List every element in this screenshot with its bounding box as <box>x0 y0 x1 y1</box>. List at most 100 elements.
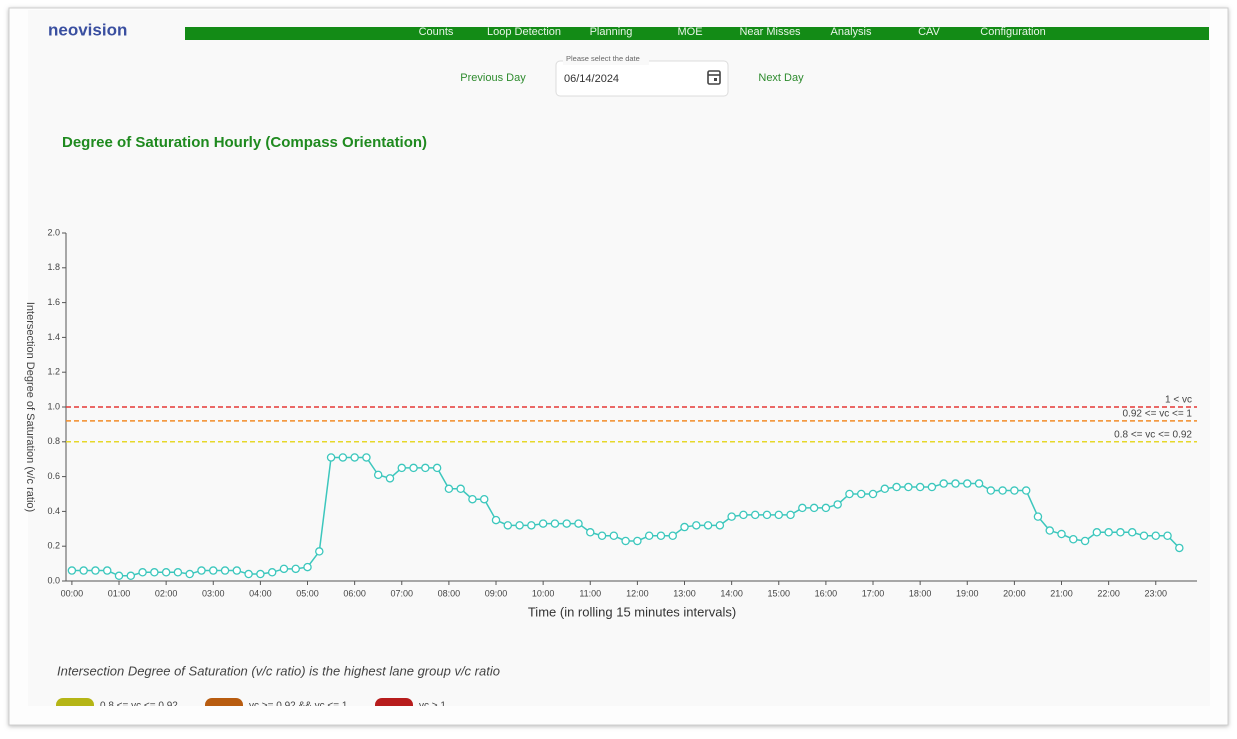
data-point[interactable] <box>1080 536 1090 546</box>
data-point[interactable] <box>209 566 218 575</box>
data-point[interactable] <box>986 486 996 495</box>
nav-item[interactable]: Analysis <box>831 26 872 38</box>
data-point[interactable] <box>762 510 772 520</box>
data-point[interactable] <box>161 568 171 577</box>
data-point[interactable] <box>114 571 124 581</box>
data-point[interactable] <box>1151 531 1161 541</box>
data-point[interactable] <box>338 453 348 462</box>
data-point[interactable] <box>279 564 289 574</box>
data-point[interactable] <box>303 562 312 572</box>
data-point[interactable] <box>1057 529 1066 539</box>
data-point[interactable] <box>491 515 501 525</box>
nav-item[interactable]: MOE <box>677 26 702 38</box>
data-point[interactable] <box>91 566 100 575</box>
data-point[interactable] <box>1069 534 1078 544</box>
nav-item[interactable]: Planning <box>590 26 633 38</box>
data-point[interactable] <box>692 521 701 530</box>
data-point[interactable] <box>821 503 831 513</box>
data-point[interactable] <box>656 531 666 541</box>
nav-item[interactable]: Configuration <box>980 26 1045 38</box>
data-point[interactable] <box>715 521 725 530</box>
data-point[interactable] <box>597 531 607 541</box>
data-point[interactable] <box>173 568 183 577</box>
data-point[interactable] <box>845 489 854 499</box>
nav-item[interactable]: Counts <box>419 26 454 38</box>
data-point[interactable] <box>244 569 253 579</box>
data-point[interactable] <box>833 500 842 509</box>
data-point[interactable] <box>1045 526 1054 535</box>
calendar-icon[interactable] <box>707 70 721 85</box>
next-day[interactable]: Next Day <box>758 72 804 84</box>
data-point[interactable] <box>562 519 571 528</box>
data-point[interactable] <box>574 519 583 528</box>
data-point[interactable] <box>527 521 536 530</box>
data-point[interactable] <box>703 521 713 530</box>
data-point[interactable] <box>373 470 383 480</box>
data-point[interactable] <box>1127 528 1137 537</box>
data-point[interactable] <box>185 569 194 579</box>
data-point[interactable] <box>904 482 913 492</box>
data-point[interactable] <box>915 482 925 492</box>
date-value[interactable]: 06/14/2024 <box>564 73 619 85</box>
data-point[interactable] <box>326 453 336 462</box>
nav-item[interactable]: Loop Detection <box>487 26 561 38</box>
data-point[interactable] <box>138 568 147 577</box>
data-point[interactable] <box>421 463 430 473</box>
data-point[interactable] <box>1116 528 1125 537</box>
data-point[interactable] <box>786 510 795 520</box>
data-point[interactable] <box>939 479 948 488</box>
data-point[interactable] <box>750 510 760 520</box>
data-point[interactable] <box>798 503 807 513</box>
logo[interactable]: neovision <box>48 20 127 39</box>
nav-item[interactable]: CAV <box>918 26 940 38</box>
data-point[interactable] <box>150 568 159 577</box>
data-point[interactable] <box>126 571 136 581</box>
data-point[interactable] <box>432 463 442 473</box>
data-point[interactable] <box>774 510 784 520</box>
data-point[interactable] <box>362 453 371 462</box>
data-point[interactable] <box>67 566 77 575</box>
data-point[interactable] <box>633 536 642 546</box>
data-point[interactable] <box>315 547 324 556</box>
data-point[interactable] <box>267 568 277 577</box>
data-point[interactable] <box>1092 528 1102 537</box>
data-point[interactable] <box>350 453 359 462</box>
data-point[interactable] <box>515 521 524 530</box>
data-point[interactable] <box>1139 531 1149 541</box>
data-point[interactable] <box>397 463 407 473</box>
data-point[interactable] <box>609 531 619 541</box>
data-point[interactable] <box>998 486 1007 495</box>
data-point[interactable] <box>256 569 265 579</box>
data-point[interactable] <box>79 566 88 575</box>
data-point[interactable] <box>927 482 937 492</box>
data-point[interactable] <box>385 474 395 483</box>
data-point[interactable] <box>727 512 736 521</box>
data-point[interactable] <box>856 489 866 499</box>
nav-item[interactable]: Near Misses <box>739 26 801 38</box>
data-point[interactable] <box>456 484 465 494</box>
data-point[interactable] <box>951 479 960 488</box>
data-point[interactable] <box>974 479 984 488</box>
data-point[interactable] <box>1033 512 1043 521</box>
data-point[interactable] <box>232 566 242 575</box>
data-point[interactable] <box>291 564 300 574</box>
data-point[interactable] <box>197 566 206 575</box>
data-point[interactable] <box>644 531 654 541</box>
data-point[interactable] <box>444 484 454 494</box>
data-point[interactable] <box>1175 543 1184 553</box>
previous-day[interactable]: Previous Day <box>460 72 526 84</box>
data-point[interactable] <box>503 521 513 530</box>
data-point[interactable] <box>1021 486 1031 495</box>
data-point[interactable] <box>220 566 230 575</box>
data-point[interactable] <box>963 479 972 488</box>
data-point[interactable] <box>1010 486 1019 495</box>
data-point[interactable] <box>809 503 819 513</box>
data-point[interactable] <box>409 463 418 473</box>
data-point[interactable] <box>880 484 890 494</box>
data-point[interactable] <box>739 510 748 520</box>
data-point[interactable] <box>468 494 477 504</box>
data-point[interactable] <box>1104 528 1113 537</box>
data-point[interactable] <box>102 566 112 575</box>
data-point[interactable] <box>586 528 595 537</box>
data-point[interactable] <box>680 522 689 532</box>
